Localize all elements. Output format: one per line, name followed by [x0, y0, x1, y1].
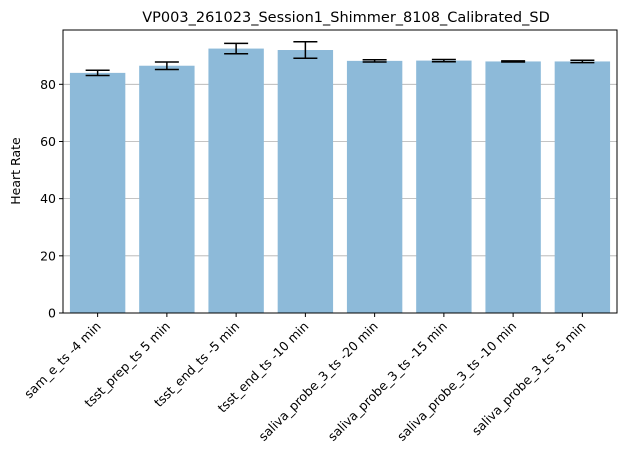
error-bar	[570, 59, 595, 64]
error-bar	[501, 60, 526, 63]
error-bar	[362, 58, 387, 63]
error-bar	[431, 58, 456, 63]
bar	[554, 61, 611, 313]
bar	[485, 61, 541, 313]
error-bars	[85, 40, 595, 77]
error-bar	[293, 40, 318, 60]
error-bar	[154, 61, 179, 71]
bar	[277, 50, 334, 313]
y-tick-label: 20	[40, 248, 56, 263]
x-tick-label: saliva_probe_3_ts -5 min	[469, 319, 589, 439]
y-tick-label: 80	[40, 77, 56, 92]
bar	[416, 60, 472, 313]
x-tick-label: saliva_probe_3_ts -15 min	[325, 319, 450, 444]
x-tick-label: saliva_probe_3_ts -10 min	[394, 319, 519, 444]
plot-frame	[62, 29, 618, 314]
error-bar	[85, 69, 110, 77]
bar	[208, 48, 264, 313]
bar	[69, 72, 126, 313]
error-bar	[224, 42, 249, 55]
chart-title: VP003_261023_Session1_Shimmer_8108_Calib…	[142, 10, 550, 26]
y-tick-label: 60	[40, 134, 56, 149]
y-axis: 0 20 40 60 80	[40, 77, 63, 321]
y-tick-label: 0	[48, 306, 56, 321]
y-tick-label: 40	[40, 191, 56, 206]
bar	[346, 60, 403, 313]
x-tick-label: saliva_probe_3_ts -20 min	[255, 319, 380, 444]
y-axis-label: Heart Rate	[8, 137, 23, 205]
bar	[139, 65, 195, 313]
bars	[69, 48, 611, 313]
